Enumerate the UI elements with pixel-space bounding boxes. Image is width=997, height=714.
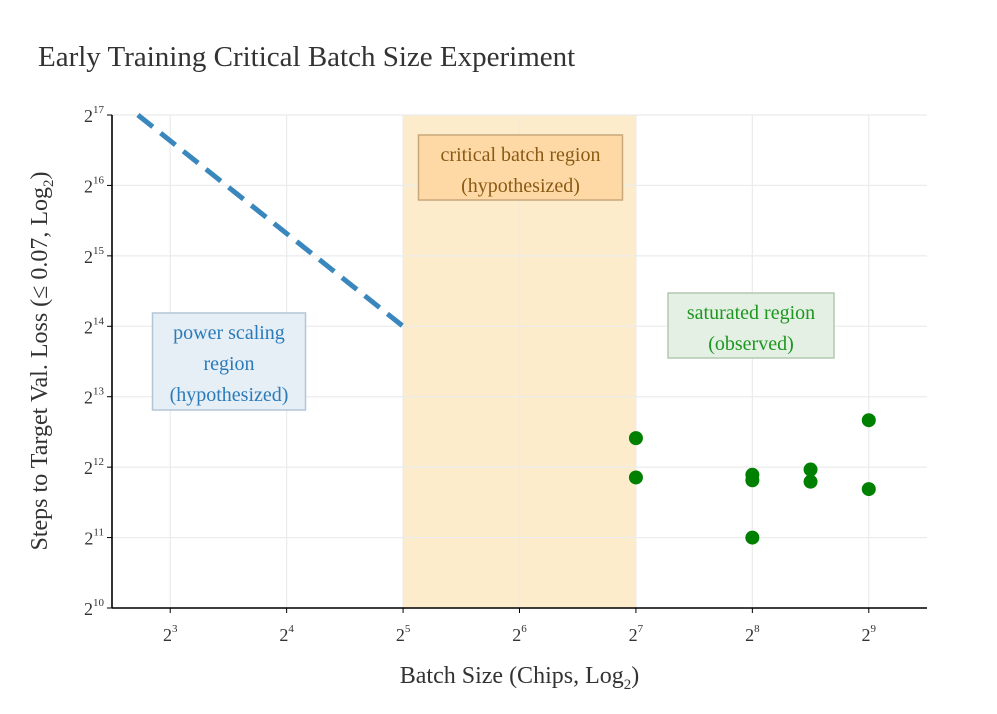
x-tick-label: 29 [862, 623, 877, 645]
annotations: critical batch region(hypothesized)power… [151, 134, 835, 411]
annotation-box: power scaling region (hypothesized) [151, 312, 307, 411]
annotation-box: saturated region (observed) [667, 292, 835, 359]
x-axis-label: Batch Size (Chips, Log2) [400, 663, 639, 693]
x-tick-label: 24 [279, 623, 294, 645]
annotation-text: (hypothesized) [170, 384, 289, 406]
x-tick-label: 26 [512, 623, 527, 645]
data-point [803, 462, 818, 477]
y-tick-label: 212 [84, 456, 104, 478]
data-point [861, 482, 876, 497]
annotation-background [417, 134, 624, 201]
annotation-text: region [203, 353, 254, 375]
data-point [803, 474, 818, 489]
y-tick-label: 213 [84, 386, 105, 408]
data-point [745, 473, 760, 488]
annotation-background [667, 292, 835, 359]
x-tick-label: 27 [629, 623, 644, 645]
annotation-text: saturated region [687, 302, 815, 324]
data-point [628, 431, 643, 446]
x-tick-label: 23 [163, 623, 178, 645]
data-point [861, 413, 876, 428]
annotation-text: critical batch region [441, 144, 601, 166]
y-tick-label: 211 [84, 527, 104, 549]
y-tick-label: 215 [84, 245, 105, 267]
annotation-text: power scaling [173, 322, 285, 344]
chart-title: Early Training Critical Batch Size Exper… [38, 41, 575, 73]
data-points [628, 413, 876, 545]
x-tick-labels: 23 24 25 26 27 28 29 [163, 608, 877, 645]
x-tick-label: 28 [745, 623, 760, 645]
data-point [745, 530, 760, 545]
y-tick-labels: 210 211 212 213 214 215 216 217 [84, 104, 112, 619]
annotation-text: (observed) [708, 333, 794, 355]
y-tick-label: 214 [84, 315, 105, 337]
annotation-background [151, 312, 307, 411]
x-tick-label: 25 [396, 623, 411, 645]
y-tick-label: 216 [84, 174, 105, 196]
annotation-text: (hypothesized) [461, 175, 580, 197]
y-tick-label: 217 [84, 104, 105, 126]
y-axis-label: Steps to Target Val. Loss (≤ 0.07, Log2) [27, 172, 57, 551]
data-point [628, 470, 643, 485]
annotation-box: critical batch region (hypothesized) [417, 134, 624, 201]
y-tick-label: 210 [84, 597, 105, 619]
